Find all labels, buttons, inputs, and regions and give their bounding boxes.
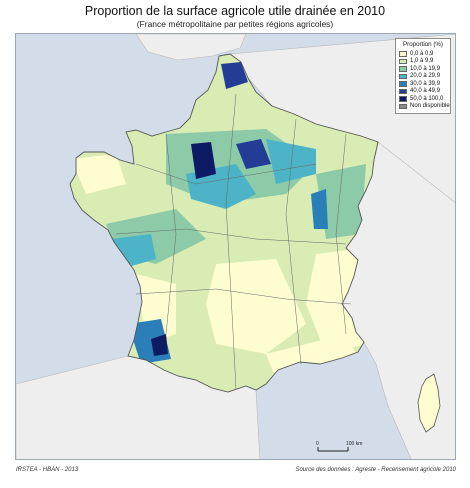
legend-label: Non disponible [410, 103, 450, 110]
neighbor-uk [135, 34, 247, 61]
zone-eure [191, 142, 216, 179]
legend-label: 20,0 à 29,9 [410, 73, 441, 80]
legend-item: 10,0 à 19,9 [399, 65, 447, 73]
zone-massif-central [206, 259, 306, 354]
legend-swatch [399, 96, 407, 102]
legend-rows: 0,0 à 0,9 1,0 à 9,9 10,0 à 19,9 20,0 à 29,9… [399, 50, 450, 111]
zone-alps [306, 249, 366, 354]
legend-swatch [399, 73, 407, 79]
france-outline [69, 53, 379, 393]
legend-label: 0,0 à 0,9 [410, 50, 434, 57]
map-frame: 0 100 km [15, 33, 456, 460]
legend-item: 1,0 à 9,9 [399, 58, 447, 66]
scale-start-label: 0 [316, 441, 319, 447]
legend-swatch [399, 88, 407, 94]
zone-gers [151, 334, 168, 356]
legend: Proportion (%) 0,0 à 0,9 1,0 à 9,9 10,0 à … [395, 38, 451, 114]
legend-swatch [399, 103, 407, 109]
legend-label: 40,0 à 49,9 [410, 88, 441, 95]
legend-item: 20,0 à 29,9 [399, 73, 447, 81]
legend-item: 0,0 à 0,9 [399, 50, 447, 58]
legend-swatch [399, 66, 407, 72]
legend-item: 30,0 à 39,9 [399, 80, 447, 88]
zone-champagne [266, 139, 316, 184]
zone-lorraine [311, 189, 328, 229]
legend-swatch [399, 51, 407, 57]
legend-label: 50,0 à 100,0 [410, 95, 444, 102]
france-map: 0 100 km [16, 34, 455, 459]
zone-brie [236, 139, 271, 169]
credit-right: Source des données : Agreste - Recenseme… [295, 467, 456, 473]
scale-end-label: 100 km [346, 441, 362, 447]
corsica [417, 373, 441, 433]
legend-label: 30,0 à 39,9 [410, 80, 441, 87]
map-title: Proportion de la surface agricole utile … [84, 4, 386, 18]
legend-title: Proportion (%) [403, 41, 443, 48]
zone-brittany-pale [71, 154, 126, 194]
legend-label: 10,0 à 19,9 [410, 65, 441, 72]
scale-bar: 0 100 km [316, 441, 362, 452]
legend-item: 40,0 à 49,9 [399, 88, 447, 96]
legend-item: 50,0 à 100,0 [399, 95, 447, 103]
legend-label: 1,0 à 9,9 [410, 58, 434, 65]
legend-item: Non disponible [399, 103, 450, 111]
map-subtitle: (France métropolitaine par petites régio… [136, 19, 334, 29]
zone-east [316, 164, 366, 239]
credit-left: IRSTEA - HBAN - 2013 [16, 467, 79, 473]
department-borders [115, 93, 352, 390]
legend-swatch [399, 81, 407, 87]
zone-north [221, 62, 248, 89]
legend-swatch [399, 58, 407, 64]
